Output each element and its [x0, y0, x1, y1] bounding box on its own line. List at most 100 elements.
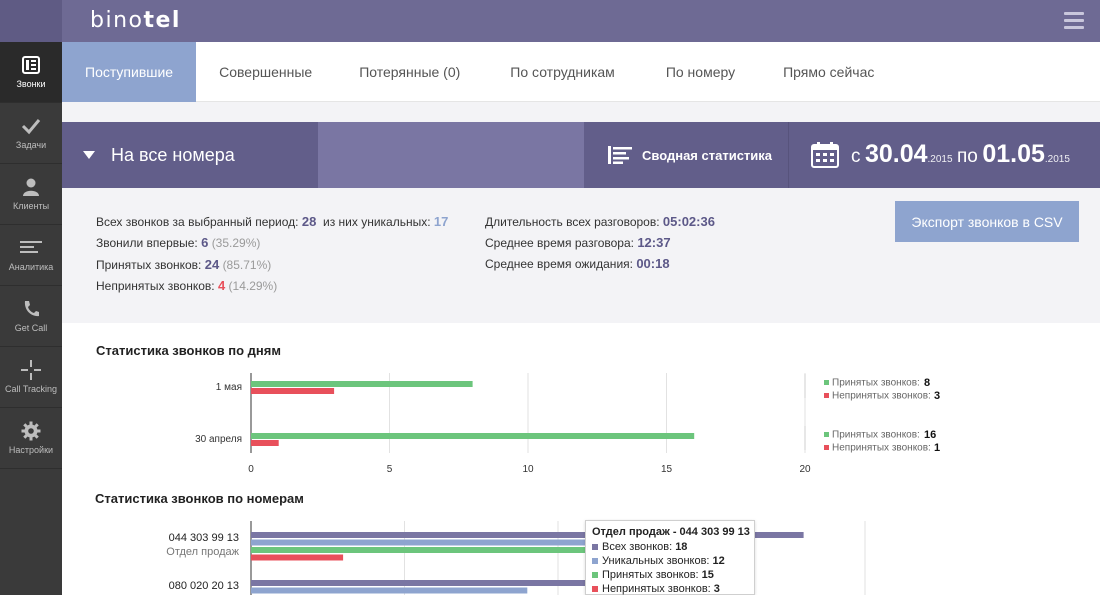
date-to-year: .2015 [1044, 154, 1070, 165]
bar-missed [251, 554, 344, 561]
x-tick-label: 0 [248, 464, 254, 475]
tooltip-value: 12 [712, 555, 725, 567]
menu-icon[interactable] [1064, 12, 1084, 30]
category-sublabel: Отдел продаж [166, 546, 239, 558]
tooltip-title: Отдел продаж - 044 303 99 13 [592, 526, 750, 538]
x-tick-label: 15 [661, 464, 673, 475]
date-from-prefix: с [851, 146, 861, 167]
sidebar-item-analytics[interactable]: Аналитика [0, 225, 62, 286]
tooltip-value: 3 [713, 583, 720, 595]
legend-label-accepted: Принятых звонков: [832, 378, 920, 389]
bar-unique [251, 539, 620, 546]
tab-right-now[interactable]: Прямо сейчас [783, 64, 875, 80]
sidebar-item-label: Аналитика [8, 262, 54, 272]
legend-value-missed: 1 [934, 442, 940, 454]
logo-area [0, 0, 62, 42]
stat-percent: (14.29%) [228, 279, 278, 293]
stat-label: Непринятых звонков: [96, 279, 215, 293]
stat-avg-talk: Среднее время разговора: 12:37 [485, 235, 671, 250]
category-label: 044 303 99 13 [169, 532, 239, 544]
chart-by-day: 0 5 10 15 20 1 мая Принятых звонков: 8 Неприняты… [195, 373, 940, 475]
chart-title-by-day: Статистика звонков по дням [96, 343, 281, 358]
legend-swatch [592, 558, 598, 564]
check-icon [0, 115, 62, 137]
sidebar-item-tasks[interactable]: Задачи [0, 103, 62, 164]
top-bar: binotel [0, 0, 1100, 42]
filter-spacer [318, 122, 584, 188]
sidebar: Звонки Задачи Клиенты Аналитика Get Call… [0, 42, 62, 595]
x-tick-label: 10 [522, 464, 534, 475]
tooltip-row: Уникальных звонков: 12 [592, 554, 748, 568]
stat-value: 05:02:36 [662, 214, 715, 229]
tab-by-number[interactable]: По номеру [665, 64, 736, 80]
stat-label: Среднее время разговора: [485, 236, 634, 250]
stat-value: 4 [217, 278, 226, 293]
x-tick-label: 5 [387, 464, 393, 475]
tooltip-label: Непринятых звонков: [602, 583, 711, 595]
stats-summary: Всех звонков за выбранный период: 28 из … [62, 188, 1100, 323]
gear-icon [0, 420, 62, 442]
bar-unique [251, 587, 528, 594]
stat-value: 24 [204, 257, 220, 272]
legend-label-missed: Непринятых звонков: [832, 391, 931, 402]
date-from: 30.04 [864, 140, 928, 168]
category-label: 1 мая [216, 382, 242, 393]
stat-value: 12:37 [637, 235, 671, 250]
legend-swatch [592, 586, 598, 592]
date-to-prefix: по [957, 146, 978, 167]
caret-down-icon [83, 151, 95, 159]
category-label: 30 апреля [195, 434, 242, 445]
summary-stats-button[interactable]: Сводная статистика [584, 122, 788, 188]
sidebar-item-settings[interactable]: Настройки [0, 408, 62, 469]
tab-incoming[interactable]: Поступившие [62, 42, 197, 102]
bar-total [251, 580, 589, 586]
stat-value: 17 [433, 214, 449, 229]
tab-lost[interactable]: Потерянные (0) [359, 64, 461, 80]
legend-swatch [592, 544, 598, 550]
logo-text-part-2: tel [143, 8, 181, 33]
tooltip-row: Принятых звонков: 15 [592, 568, 748, 582]
stat-percent: (35.29%) [211, 236, 261, 250]
bar-missed [251, 388, 335, 394]
sidebar-item-call-tracking[interactable]: Call Tracking [0, 347, 62, 408]
tooltip-value: 15 [701, 569, 714, 581]
chart-tooltip: Отдел продаж - 044 303 99 13 Всех звонко… [585, 520, 755, 595]
tab-by-employee[interactable]: По сотрудникам [510, 64, 615, 80]
date-range-text: с 30.04.2015 по 01.05.2015 [851, 140, 1070, 169]
sidebar-item-clients[interactable]: Клиенты [0, 164, 62, 225]
phone-icon [0, 298, 62, 320]
x-tick-label: 20 [799, 464, 811, 475]
date-from-year: .2015 [927, 154, 953, 165]
tooltip-value: 18 [675, 541, 688, 553]
legend-swatch-missed [824, 445, 829, 450]
tooltip-row: Непринятых звонков: 3 [592, 582, 748, 595]
numbers-dropdown[interactable]: На все номера [62, 122, 318, 188]
sidebar-item-label: Звонки [16, 79, 46, 89]
stat-label: Звонили впервые: [96, 236, 198, 250]
summary-stats-label: Сводная статистика [642, 148, 773, 163]
summary-bars-icon [608, 146, 632, 169]
bar-total [251, 532, 804, 538]
stat-label: Среднее время ожидания: [485, 257, 633, 271]
tab-outgoing[interactable]: Совершенные [219, 64, 313, 80]
stat-label: Длительность всех разговоров: [485, 215, 660, 229]
legend-label-accepted: Принятых звонков: [832, 430, 920, 441]
stat-accepted: Принятых звонков: 24 (85.71%) [96, 257, 271, 272]
export-csv-button[interactable]: Экспорт звонков в CSV [895, 201, 1079, 242]
chart-by-number: 044 303 99 13 Отдел продаж 080 020 20 13 [166, 521, 866, 595]
sidebar-item-calls[interactable]: Звонки [0, 42, 62, 103]
sidebar-item-label: Настройки [8, 445, 54, 455]
sidebar-item-label: Call Tracking [4, 384, 58, 394]
stat-avg-wait: Среднее время ожидания: 00:18 [485, 256, 670, 271]
app-logo[interactable]: binotel [90, 8, 181, 33]
sidebar-item-label: Get Call [14, 323, 48, 333]
filter-bar: На все номера Сводная статистика с 30.04… [62, 122, 1100, 188]
logo-text-part-1: bino [90, 8, 144, 33]
tooltip-label: Уникальных звонков: [602, 555, 710, 567]
date-range-picker[interactable]: с 30.04.2015 по 01.05.2015 [788, 122, 1100, 188]
sidebar-item-get-call[interactable]: Get Call [0, 286, 62, 347]
legend-swatch-accepted [824, 432, 829, 437]
sidebar-item-label: Задачи [15, 140, 47, 150]
calendar-icon [811, 142, 839, 173]
date-to: 01.05 [982, 140, 1045, 168]
